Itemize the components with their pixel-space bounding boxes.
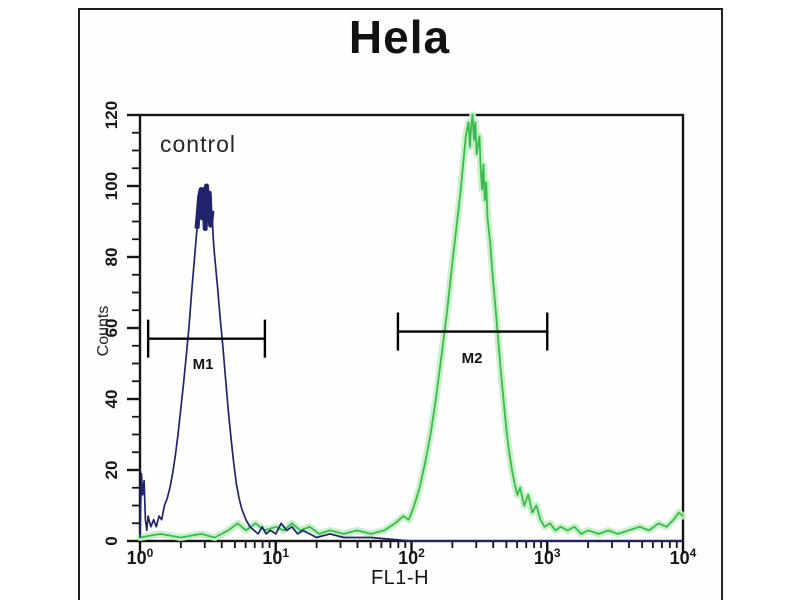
y-tick-label: 60	[102, 318, 121, 338]
x-tick-label: 100	[126, 546, 154, 568]
x-tick-label: 103	[533, 546, 561, 568]
control-histogram-trace	[139, 185, 683, 542]
x-axis-title: FL1-H	[370, 567, 430, 589]
figure-frame	[78, 8, 723, 600]
green-histogram-trace	[139, 114, 684, 539]
x-tick-label: 102	[398, 546, 425, 568]
x-tick-label: 104	[669, 546, 697, 568]
y-tick-label: 20	[102, 460, 121, 480]
control-peak-cap	[194, 183, 215, 232]
y-tick-label: 40	[102, 389, 121, 409]
y-tick-label: 0	[102, 536, 121, 546]
marker-label-m2: M2	[461, 350, 483, 367]
chart-title: Hela	[348, 11, 451, 63]
y-tick-label: 80	[102, 247, 121, 267]
y-tick-label: 100	[102, 171, 121, 201]
control-annotation: control	[160, 131, 237, 157]
x-tick-label: 101	[262, 546, 290, 568]
y-tick-label: 120	[102, 100, 121, 130]
marker-label-m1: M1	[192, 356, 214, 373]
